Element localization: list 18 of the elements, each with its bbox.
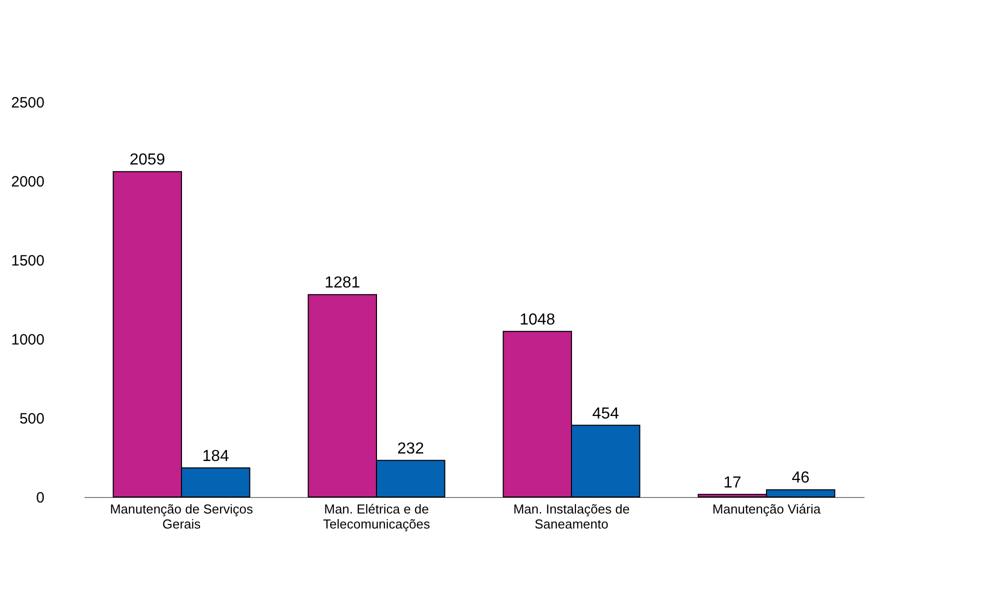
data-label: 17 [723, 474, 742, 492]
y-tick-label: 500 [19, 410, 44, 428]
x-tick-label: Manutenção de Serviços Gerais [110, 502, 254, 532]
y-tick-label: 2000 [11, 174, 44, 190]
data-label: 1281 [324, 274, 360, 292]
data-label: 184 [202, 448, 230, 465]
x-tick-label: Man. Elétrica e de Telecomunicações [323, 502, 430, 532]
data-label: 46 [792, 470, 810, 487]
y-tick-label: 1000 [11, 332, 44, 348]
y-tick-label: 0 [36, 490, 44, 506]
data-label: 2059 [130, 152, 166, 169]
y-tick-label: 1500 [11, 252, 44, 270]
data-label: 454 [592, 405, 620, 422]
data-label: 232 [397, 440, 424, 458]
y-tick-label: 2500 [11, 94, 44, 112]
x-tick-label: Man. Instalações de Saneamento [513, 502, 630, 532]
data-label: 1048 [520, 311, 556, 328]
x-tick-label: Manutenção Viária [712, 502, 822, 516]
